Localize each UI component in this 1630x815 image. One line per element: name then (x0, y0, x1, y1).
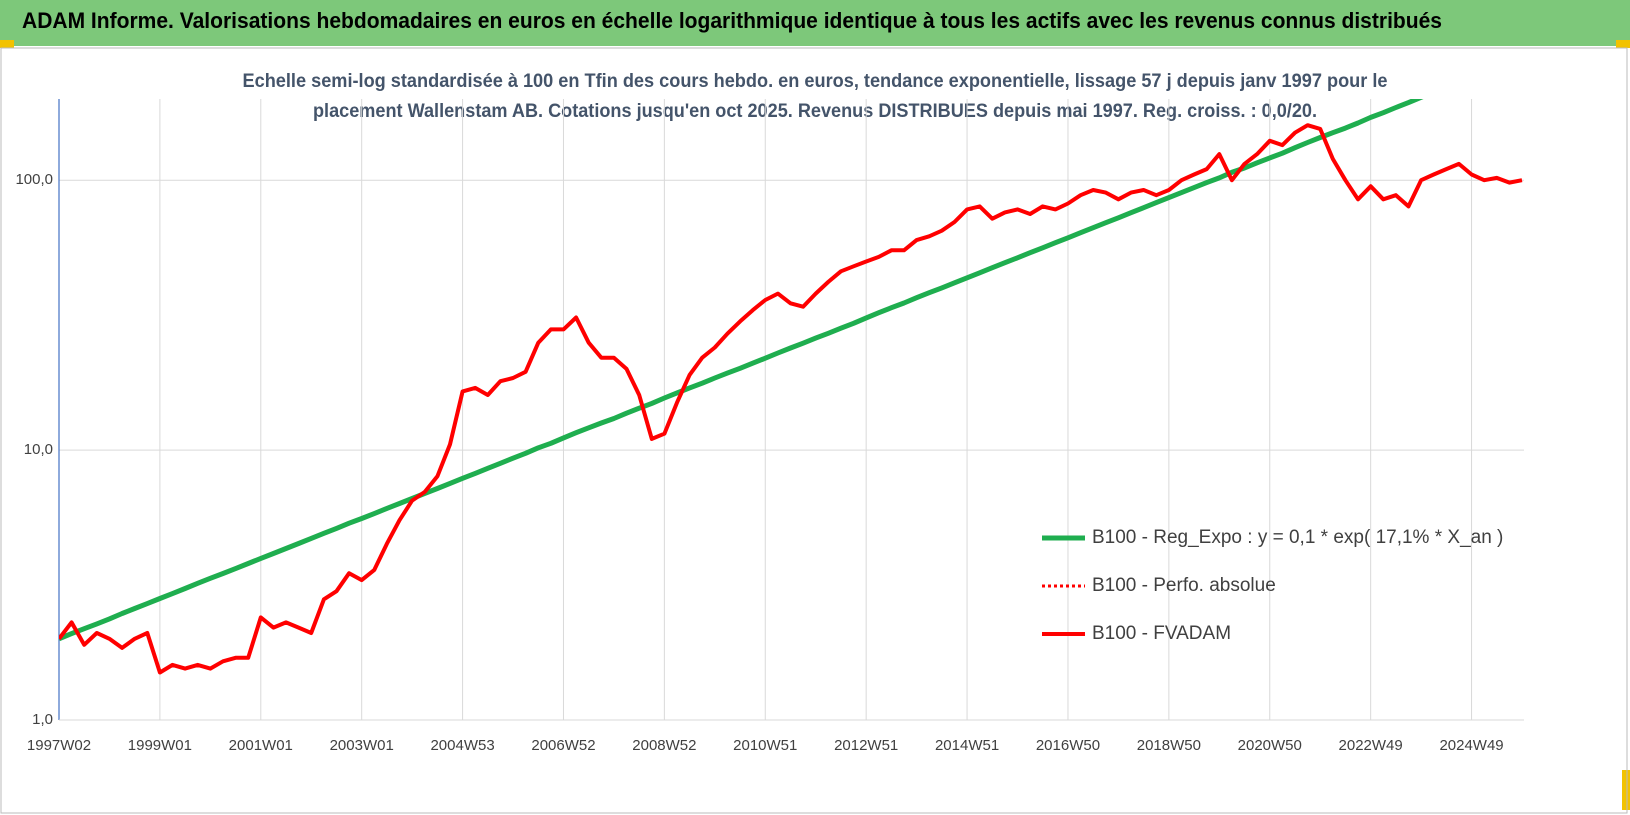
x-tick-label: 2012W51 (834, 737, 898, 754)
x-tick-label: 1997W02 (27, 737, 91, 754)
chart-subtitle: placement Wallenstam AB. Cotations jusqu… (313, 101, 1317, 122)
page-title: ADAM Informe. Valorisations hebdomadaire… (22, 8, 1442, 33)
x-tick-label: 2022W49 (1339, 737, 1403, 754)
x-tick-label: 2020W50 (1238, 737, 1302, 754)
legend-label: B100 - FVADAM (1092, 623, 1231, 644)
corner-mark (1616, 40, 1630, 48)
x-tick-label: 2016W50 (1036, 737, 1100, 754)
header-bar (0, 0, 1630, 46)
plot-area (59, 99, 1523, 675)
x-tick-label: 2010W51 (733, 737, 797, 754)
x-tick-label: 1999W01 (128, 737, 192, 754)
legend-label: B100 - Perfo. absolue (1092, 575, 1276, 596)
y-tick-label: 10,0 (24, 441, 53, 458)
x-tick-label: 2003W01 (330, 737, 394, 754)
x-tick-label: 2024W49 (1439, 737, 1503, 754)
corner-mark (1622, 770, 1630, 810)
corner-mark (0, 40, 14, 48)
x-tick-label: 2018W50 (1137, 737, 1201, 754)
legend-label: B100 - Reg_Expo : y = 0,1 * exp( 17,1% *… (1092, 527, 1503, 548)
x-tick-label: 2001W01 (229, 737, 293, 754)
x-tick-label: 2006W52 (531, 737, 595, 754)
y-tick-label: 100,0 (15, 171, 53, 188)
series-line (59, 123, 1523, 675)
x-tick-label: 2008W52 (632, 737, 696, 754)
chart-border (0, 47, 1628, 814)
y-tick-label: 1,0 (32, 711, 53, 728)
x-tick-label: 2004W53 (430, 737, 494, 754)
series-line (59, 99, 1424, 642)
x-tick-label: 2014W51 (935, 737, 999, 754)
chart-subtitle: Echelle semi-log standardisée à 100 en T… (243, 71, 1388, 92)
